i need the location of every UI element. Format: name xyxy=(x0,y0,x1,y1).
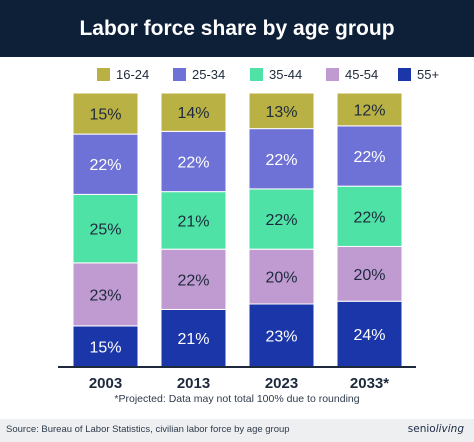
footnote: *Projected: Data may not total 100% due … xyxy=(114,393,360,405)
x-tick-label-2013: 2013 xyxy=(177,375,210,392)
data-label-2023-45-54: 20% xyxy=(265,270,297,287)
data-label-2033-55+: 24% xyxy=(353,327,385,344)
bar-2003-55+ xyxy=(72,325,139,368)
legend-label-55+: 55+ xyxy=(417,67,439,82)
data-label-2003-25-34: 22% xyxy=(89,157,121,174)
data-label-2003-45-54: 23% xyxy=(89,287,121,304)
legend-swatch-35-44 xyxy=(250,68,263,81)
chart-title: Labor force share by age group xyxy=(79,17,395,40)
legend-label-16-24: 16-24 xyxy=(116,67,149,82)
data-label-2023-25-34: 22% xyxy=(265,152,297,169)
bar-2013-45-54 xyxy=(160,248,227,310)
data-label-2013-16-24: 14% xyxy=(177,105,209,122)
bar-2023-45-54 xyxy=(248,248,315,305)
bar-2013-25-34 xyxy=(160,130,227,193)
data-label-2003-16-24: 15% xyxy=(89,107,121,124)
data-label-2023-55+: 23% xyxy=(265,328,297,345)
data-label-2033-35-44: 22% xyxy=(353,209,385,226)
data-label-2033-16-24: 12% xyxy=(353,102,385,119)
bar-2033-16-24 xyxy=(336,92,403,127)
legend-swatch-55+ xyxy=(398,68,411,81)
legend-label-45-54: 45-54 xyxy=(345,67,378,82)
bar-2013-35-44 xyxy=(160,191,227,250)
data-label-2033-25-34: 22% xyxy=(353,149,385,166)
legend-label-25-34: 25-34 xyxy=(192,67,225,82)
data-label-2013-35-44: 21% xyxy=(177,213,209,230)
x-tick-label-2033: 2033* xyxy=(350,375,389,392)
data-label-2013-55+: 21% xyxy=(177,331,209,348)
legend-swatch-25-34 xyxy=(173,68,186,81)
stacked-bar-chart: 16-24 25-34 35-44 45-54 55+ 15% 23% 25% 22% 15% 21… xyxy=(58,67,439,392)
bar-2023-16-24 xyxy=(248,92,315,130)
bar-2003-25-34 xyxy=(72,133,139,195)
data-label-2013-45-54: 22% xyxy=(177,272,209,289)
x-tick-label-2003: 2003 xyxy=(89,375,122,392)
bar-2033-55+ xyxy=(336,300,403,368)
footer-bar: Source: Bureau of Labor Statistics, civi… xyxy=(0,419,474,442)
x-tick-label-2023: 2023 xyxy=(265,375,298,392)
bar-2033-35-44 xyxy=(336,185,403,247)
bar-2023-35-44 xyxy=(248,188,315,250)
bar-2033-45-54 xyxy=(336,245,403,302)
data-label-2013-25-34: 22% xyxy=(177,155,209,172)
brand-logo: senioliving xyxy=(407,423,464,435)
data-label-2003-55+: 15% xyxy=(89,339,121,356)
legend-swatch-16-24 xyxy=(97,68,110,81)
data-label-2003-35-44: 25% xyxy=(89,222,121,239)
data-label-2023-35-44: 22% xyxy=(265,212,297,229)
legend-label-35-44: 35-44 xyxy=(269,67,302,82)
legend-swatch-45-54 xyxy=(326,68,339,81)
data-label-2023-16-24: 13% xyxy=(265,104,297,121)
data-label-2033-45-54: 20% xyxy=(353,267,385,284)
source-note: Source: Bureau of Labor Statistics, civi… xyxy=(6,424,290,435)
bar-2023-25-34 xyxy=(248,128,315,190)
bar-2013-16-24 xyxy=(160,92,227,132)
title-banner xyxy=(0,0,474,57)
bar-2003-35-44 xyxy=(72,193,139,264)
bar-2003-16-24 xyxy=(72,92,139,135)
bar-2033-25-34 xyxy=(336,125,403,187)
